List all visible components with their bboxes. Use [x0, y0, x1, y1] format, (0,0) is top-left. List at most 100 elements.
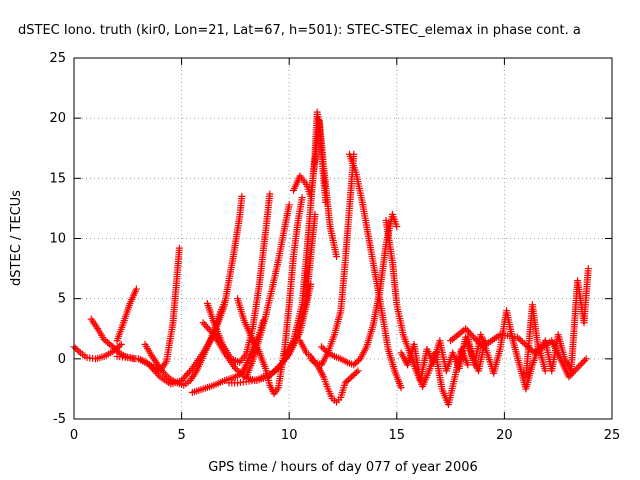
- data-point: [353, 358, 361, 366]
- data-point: [298, 194, 306, 202]
- y-tick-label: 10: [49, 232, 66, 247]
- series-15: [317, 210, 401, 369]
- data-point: [275, 363, 283, 371]
- data-point: [525, 344, 533, 352]
- data-point: [153, 369, 161, 377]
- series-17: [382, 216, 472, 409]
- data-point: [346, 374, 354, 382]
- data-point: [310, 358, 318, 366]
- data-point: [319, 344, 327, 352]
- y-tick-label: 15: [49, 171, 66, 186]
- data-point: [522, 341, 530, 349]
- data-point: [344, 376, 352, 384]
- data-point: [351, 359, 359, 367]
- data-point: [317, 343, 325, 351]
- data-point: [397, 384, 405, 392]
- data-point: [307, 355, 315, 363]
- data-point: [584, 265, 592, 273]
- data-point: [110, 344, 118, 352]
- data-point: [574, 363, 582, 371]
- data-point: [221, 298, 229, 306]
- data-point: [75, 347, 83, 355]
- data-point: [471, 335, 479, 343]
- data-point: [582, 355, 590, 363]
- series-12: [296, 150, 358, 369]
- data-point: [515, 335, 523, 343]
- data-point: [271, 366, 279, 374]
- data-point: [527, 346, 535, 354]
- data-point: [343, 377, 351, 385]
- data-point: [333, 253, 341, 261]
- data-point: [202, 322, 210, 330]
- data-point: [179, 375, 187, 383]
- data-point: [155, 371, 163, 379]
- data-point: [273, 364, 281, 372]
- data-point: [201, 320, 209, 328]
- chart-title: dSTEC Iono. truth (kir0, Lon=21, Lat=67,…: [18, 23, 581, 38]
- data-point: [466, 330, 474, 338]
- data-point: [238, 192, 246, 200]
- x-tick-label: 25: [604, 428, 621, 443]
- data-point: [208, 329, 216, 337]
- data-point: [204, 324, 212, 332]
- data-point: [348, 373, 356, 381]
- series-8: [234, 194, 306, 398]
- data-point: [109, 343, 117, 351]
- data-point: [469, 333, 477, 341]
- data-point: [184, 370, 192, 378]
- data-point: [147, 363, 155, 371]
- x-axis-label: GPS time / hours of day 077 of year 2006: [208, 460, 478, 475]
- data-point: [565, 373, 573, 381]
- x-tick-label: 10: [281, 428, 298, 443]
- data-point: [266, 190, 274, 198]
- data-point: [73, 346, 81, 354]
- series-19: [457, 307, 549, 393]
- series-14: [307, 355, 362, 406]
- data-point: [573, 365, 581, 373]
- data-point: [112, 346, 120, 354]
- data-point: [321, 346, 329, 354]
- data-point: [576, 361, 584, 369]
- data-point: [312, 359, 320, 367]
- data-point: [117, 340, 125, 348]
- data-point: [185, 368, 193, 376]
- data-point: [354, 367, 362, 375]
- data-point: [570, 368, 578, 376]
- data-point: [517, 336, 525, 344]
- data-point: [513, 333, 521, 341]
- data-point: [308, 356, 316, 364]
- data-point: [107, 341, 115, 349]
- series-9: [242, 201, 293, 381]
- data-point: [349, 371, 357, 379]
- data-point: [524, 343, 532, 351]
- x-tick-label: 15: [389, 428, 406, 443]
- y-tick-label: 20: [49, 111, 66, 126]
- data-point: [270, 368, 278, 376]
- data-point: [181, 373, 189, 381]
- y-tick-label: 5: [58, 292, 66, 307]
- data-point: [151, 368, 159, 376]
- data-point: [476, 340, 484, 348]
- series-5: [188, 316, 267, 397]
- data-point: [518, 338, 526, 346]
- data-point: [567, 371, 575, 379]
- data-point: [577, 360, 585, 368]
- data-point: [462, 325, 470, 333]
- data-point: [474, 338, 482, 346]
- data-point: [468, 331, 476, 339]
- data-point: [72, 344, 80, 352]
- y-tick-label: -5: [53, 412, 66, 427]
- data-point: [463, 326, 471, 334]
- series-4: [141, 298, 229, 389]
- x-tick-label: 0: [70, 428, 78, 443]
- data-point: [207, 327, 215, 335]
- data-point: [199, 319, 207, 327]
- data-point: [465, 328, 473, 336]
- data-point: [571, 366, 579, 374]
- data-point: [268, 369, 276, 377]
- x-tick-label: 20: [496, 428, 513, 443]
- data-point: [568, 370, 576, 378]
- series-0: [70, 340, 125, 363]
- y-tick-label: 25: [49, 51, 66, 66]
